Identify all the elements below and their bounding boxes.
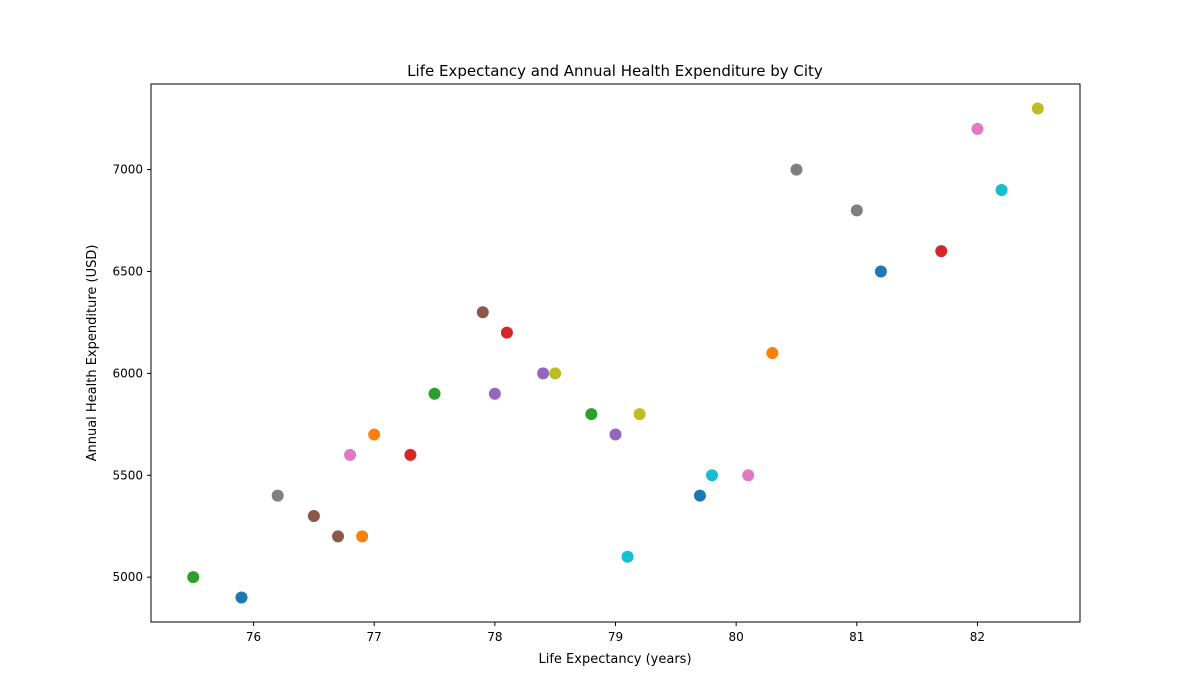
y-tick-label: 6500 <box>112 264 143 278</box>
x-tick-label: 76 <box>246 630 261 644</box>
data-point <box>368 428 381 441</box>
x-tick-label: 80 <box>729 630 744 644</box>
data-point <box>356 530 369 543</box>
data-point <box>271 489 284 502</box>
data-point <box>742 469 755 482</box>
data-point <box>995 183 1008 196</box>
data-point <box>1031 102 1044 115</box>
data-point <box>609 428 622 441</box>
data-point <box>935 245 948 258</box>
data-point <box>850 204 863 217</box>
plot-frame <box>150 83 1081 623</box>
data-point <box>971 122 984 135</box>
y-axis-ticks: 5000 5500 6000 6500 7000 <box>112 163 151 584</box>
x-axis-ticks: 76 77 78 79 80 81 82 <box>246 622 985 644</box>
data-point <box>187 571 200 584</box>
y-tick-label: 6000 <box>112 366 143 380</box>
y-tick-label: 5000 <box>112 570 143 584</box>
data-point <box>549 367 562 380</box>
data-point <box>404 448 417 461</box>
data-point <box>874 265 887 278</box>
x-tick-label: 78 <box>487 630 502 644</box>
data-point <box>706 469 719 482</box>
y-axis-label: Annual Health Expenditure (USD) <box>85 245 100 462</box>
data-point <box>332 530 345 543</box>
data-point <box>235 591 248 604</box>
data-point <box>621 550 634 563</box>
data-point <box>766 347 779 359</box>
data-point <box>790 163 803 176</box>
x-tick-label: 82 <box>970 630 985 644</box>
y-tick-label: 7000 <box>112 163 143 177</box>
chart-title: Life Expectancy and Annual Health Expend… <box>407 62 823 80</box>
data-point <box>537 367 550 380</box>
data-point <box>488 387 501 400</box>
data-point <box>633 408 646 421</box>
data-point <box>307 510 320 523</box>
data-point <box>428 387 441 400</box>
x-tick-label: 79 <box>608 630 623 644</box>
x-tick-label: 77 <box>367 630 382 644</box>
data-point <box>476 306 489 319</box>
data-point <box>500 326 513 339</box>
x-axis-label: Life Expectancy (years) <box>538 652 691 667</box>
points-layer <box>187 102 1044 604</box>
data-point <box>344 448 357 461</box>
y-tick-label: 5500 <box>112 468 143 482</box>
x-tick-label: 81 <box>849 630 864 644</box>
data-point <box>585 408 598 421</box>
data-point <box>693 489 706 502</box>
